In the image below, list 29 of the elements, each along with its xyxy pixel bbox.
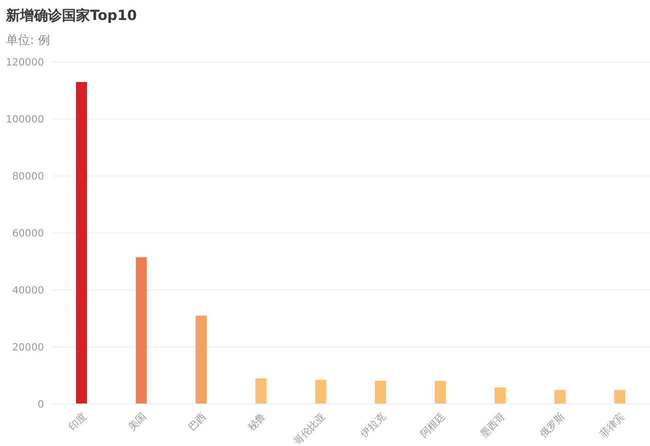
x-tick-label: 伊拉克 — [358, 410, 388, 440]
y-tick-label: 60000 — [12, 228, 44, 240]
bar — [76, 82, 87, 404]
x-tick-label: 秘鲁 — [246, 410, 268, 434]
x-tick-label: 巴西 — [186, 411, 209, 434]
x-tick-label: 俄罗斯 — [538, 410, 568, 440]
bar — [614, 390, 626, 404]
y-tick-label: 40000 — [12, 286, 44, 297]
bar — [494, 387, 506, 404]
y-tick-label: 100000 — [6, 114, 44, 126]
bar — [255, 378, 266, 404]
chart-subtitle: 单位: 例 — [6, 32, 50, 49]
chart-title: 新增确诊国家Top10 — [6, 7, 137, 25]
y-tick-label: 0 — [38, 400, 44, 411]
x-tick-label: 墨西哥 — [478, 411, 508, 440]
bar — [554, 390, 566, 404]
y-tick-label: 20000 — [12, 342, 44, 354]
bar — [315, 380, 326, 404]
x-tick-label: 美国 — [126, 410, 149, 434]
y-tick-label: 80000 — [12, 172, 44, 183]
bar — [136, 257, 147, 404]
x-tick-label: 印度 — [66, 410, 90, 434]
x-tick-label: 阿根廷 — [418, 410, 448, 440]
y-tick-label: 120000 — [6, 58, 44, 69]
x-tick-label: 菲律宾 — [598, 410, 628, 440]
bar — [196, 316, 207, 404]
bar — [375, 380, 386, 404]
x-tick-label: 哥伦比亚 — [291, 410, 328, 446]
bar — [434, 380, 446, 404]
